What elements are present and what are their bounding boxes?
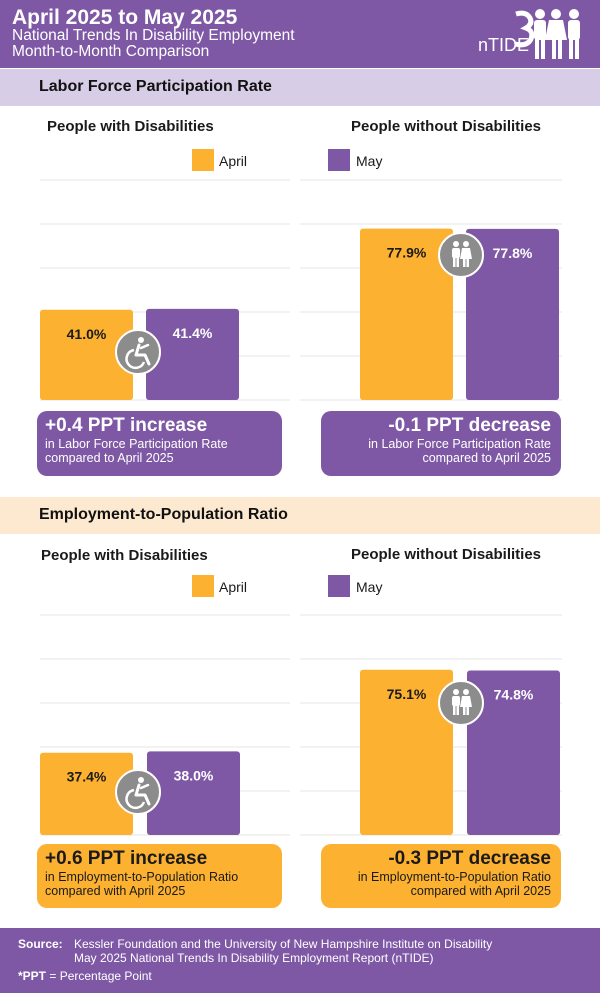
people-icon-leg-2b	[466, 706, 469, 715]
callout-epop-with-line1: in Employment-to-Population Ratio	[45, 870, 239, 884]
callout-lfpr-without: -0.1 PPT decrease in Labor Force Partici…	[321, 411, 561, 476]
bar-epop-with-may	[147, 751, 240, 835]
logo-text: nTIDE	[478, 35, 530, 55]
bar-epop-with-april	[40, 752, 133, 835]
callout-epop-without-line2: compared with April 2025	[410, 884, 551, 898]
wheelchair-icon-body	[134, 783, 151, 806]
wheelchair-icon-head	[138, 777, 144, 783]
data-label-lfpr-without-april: 77.9%	[387, 245, 427, 261]
data-label-epop-without-may: 74.8%	[494, 686, 534, 702]
people-icon-head-1	[453, 689, 459, 695]
header: April 2025 to May 2025 National Trends I…	[0, 0, 600, 68]
data-label-epop-without-april: 75.1%	[387, 686, 427, 702]
wheelchair-icon-wheel	[125, 348, 146, 370]
callout-lfpr-with-line2: compared to April 2025	[45, 451, 174, 465]
callout-epop-with-headline: +0.6 PPT increase	[45, 848, 208, 869]
people-icon-head-2	[463, 241, 469, 247]
people-icon-leg-2a	[463, 706, 466, 715]
footnote: *PPT = Percentage Point	[18, 969, 152, 983]
callout-epop-without-headline: -0.3 PPT decrease	[388, 848, 551, 869]
legend-swatch-may-2	[328, 575, 350, 597]
section-title-epop: Employment-to-Population Ratio	[39, 506, 288, 523]
people-icon-leg-1a	[453, 706, 456, 715]
bar-epop-without-april	[360, 669, 453, 835]
legend-swatch-april-2	[192, 575, 214, 597]
section-title-lfpr: Labor Force Participation Rate	[39, 78, 272, 95]
page-subtitle-line2: Month-to-Month Comparison	[12, 43, 210, 60]
data-label-epop-with-april: 37.4%	[67, 769, 107, 785]
callout-lfpr-without-line2: compared to April 2025	[422, 451, 551, 465]
people-icon-head-2	[463, 689, 469, 695]
people-icon-body-2	[460, 248, 472, 259]
bar-lfpr-without-may	[466, 228, 559, 400]
data-label-epop-with-may: 38.0%	[174, 767, 214, 783]
wheelchair-icon-arm	[139, 343, 150, 350]
people-icon-body-1	[452, 696, 460, 706]
data-label-lfpr-with-april: 41.0%	[67, 326, 107, 342]
bar-epop-without-may	[467, 670, 560, 835]
legend-label-may: May	[356, 153, 383, 169]
wheelchair-icon-wheel	[125, 788, 146, 810]
wheelchair-icon-head	[138, 337, 144, 343]
ntide-logo: nTIDE	[478, 8, 588, 62]
logo-figures-icon	[514, 9, 580, 59]
callout-lfpr-without-headline: -0.1 PPT decrease	[388, 415, 551, 436]
data-label-lfpr-without-may: 77.8%	[493, 245, 533, 261]
people-icon-leg-1b	[456, 258, 459, 267]
legend-label-april: April	[219, 153, 248, 169]
callout-lfpr-with-headline: +0.4 PPT increase	[45, 415, 208, 436]
people-icon-head-1	[453, 241, 459, 247]
wheelchair-icon-arm	[139, 783, 150, 790]
page-title: April 2025 to May 2025	[12, 6, 238, 29]
footnote-term: *PPT	[18, 969, 47, 983]
source-line1: Kessler Foundation and the University of…	[74, 937, 493, 951]
people-icon-body-1	[452, 248, 460, 258]
group-title-epop-with: People with Disabilities	[41, 547, 208, 564]
source-line2: May 2025 National Trends In Disability E…	[74, 951, 434, 965]
callout-lfpr-without-line1: in Labor Force Participation Rate	[368, 437, 551, 451]
people-icon-leg-2b	[466, 258, 469, 267]
bar-lfpr-with-april	[40, 309, 133, 400]
footnote-definition: = Percentage Point	[46, 969, 152, 983]
legend-label-april-2: April	[219, 579, 248, 595]
group-title-epop-without: People without Disabilities	[351, 546, 542, 563]
bar-lfpr-without-april	[360, 228, 453, 400]
people-icon-leg-2a	[463, 258, 466, 267]
wheelchair-icon-body	[134, 343, 151, 366]
section-header-lfpr: Labor Force Participation Rate	[0, 69, 600, 106]
page-subtitle-line1: National Trends In Disability Employment	[12, 27, 295, 44]
bar-lfpr-with-may	[146, 308, 239, 400]
legend-swatch-april	[192, 149, 214, 171]
callout-epop-with-line2: compared with April 2025	[45, 884, 186, 898]
group-title-lfpr-with: People with Disabilities	[47, 118, 214, 135]
group-title-lfpr-without: People without Disabilities	[351, 118, 542, 135]
legend-swatch-may	[328, 149, 350, 171]
people-icon-body-2	[460, 696, 472, 707]
people-icon-leg-1a	[453, 258, 456, 267]
callout-lfpr-with-line1: in Labor Force Participation Rate	[45, 437, 228, 451]
callout-epop-with: +0.6 PPT increase in Employment-to-Popul…	[37, 844, 282, 908]
people-icon-leg-1b	[456, 706, 459, 715]
legend-label-may-2: May	[356, 579, 383, 595]
callout-lfpr-with: +0.4 PPT increase in Labor Force Partici…	[37, 411, 282, 476]
footer: Source: Kessler Foundation and the Unive…	[0, 928, 600, 993]
callout-epop-without: -0.3 PPT decrease in Employment-to-Popul…	[321, 844, 561, 908]
source-label: Source:	[18, 937, 63, 951]
data-label-lfpr-with-may: 41.4%	[173, 325, 213, 341]
callout-epop-without-line1: in Employment-to-Population Ratio	[357, 870, 551, 884]
section-header-epop: Employment-to-Population Ratio	[0, 497, 600, 534]
